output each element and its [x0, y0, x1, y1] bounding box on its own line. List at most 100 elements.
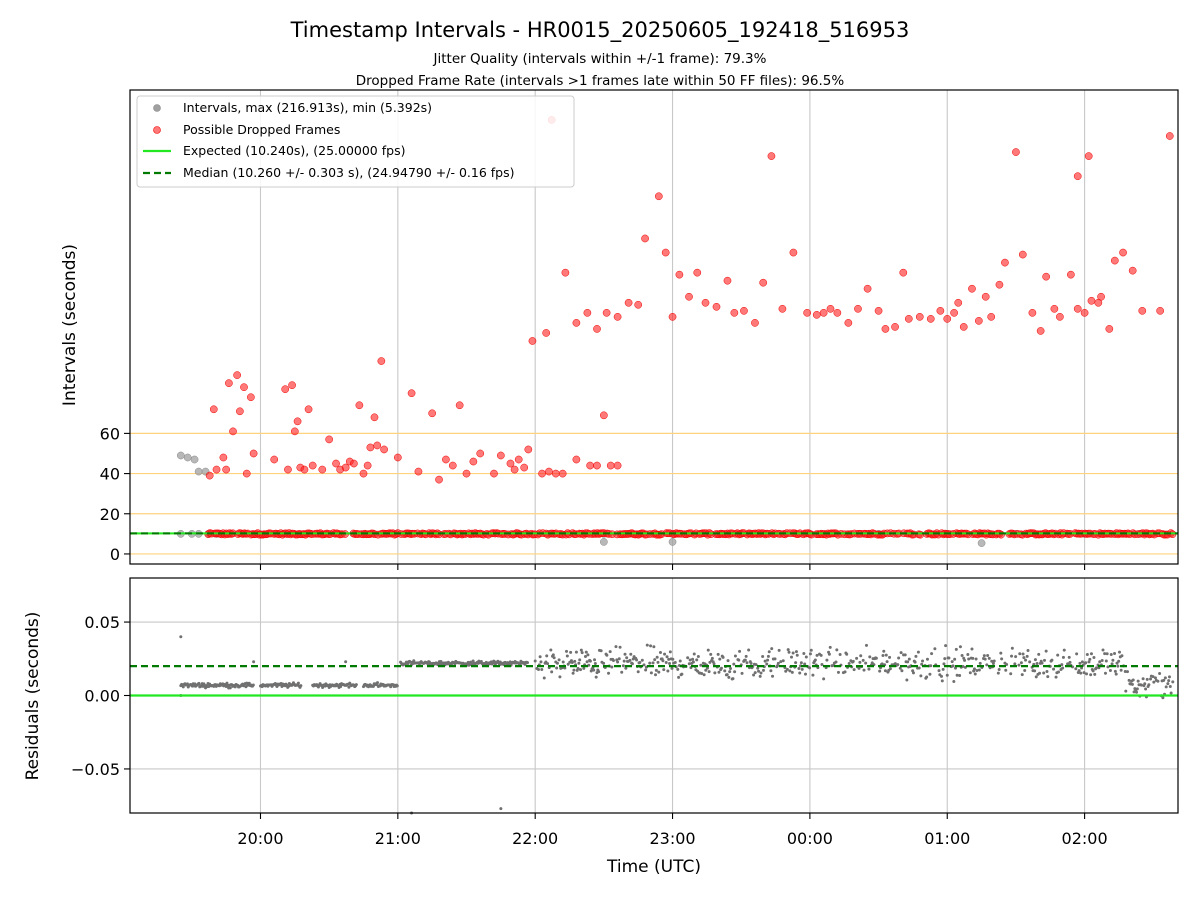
residual-point — [1093, 672, 1097, 676]
dropped-frame-point — [222, 465, 230, 474]
dropped-frame-point — [240, 383, 248, 392]
residual-point — [991, 662, 995, 666]
residual-point — [944, 644, 948, 648]
residual-point — [731, 677, 735, 681]
residual-point — [899, 651, 903, 655]
residual-point — [820, 663, 824, 667]
residual-point — [757, 669, 761, 673]
residual-point — [658, 650, 662, 654]
dropped-frame-point — [995, 280, 1004, 289]
residual-point — [1114, 672, 1118, 676]
residual-point — [955, 673, 959, 677]
residual-point — [1104, 659, 1108, 663]
residual-point — [395, 684, 399, 688]
dropped-frame-point — [341, 463, 350, 472]
residual-point — [692, 652, 696, 656]
residual-point — [916, 650, 920, 654]
legend-label-expected: Expected (10.240s), (25.00000 fps) — [183, 143, 405, 158]
residual-point — [819, 653, 823, 657]
intervals-y-tick-label-3: 60 — [100, 424, 120, 443]
residual-point — [566, 662, 570, 666]
residual-point — [1127, 678, 1131, 682]
dropped-frame-point — [497, 451, 505, 460]
residual-point — [648, 661, 652, 665]
dropped-frame-point — [833, 308, 842, 317]
residual-point — [954, 647, 958, 651]
residual-point — [838, 653, 842, 657]
residual-point — [761, 668, 765, 672]
dropped-frame-point — [308, 461, 317, 470]
residual-point — [733, 654, 737, 658]
dropped-frame-point — [1138, 306, 1147, 315]
residual-point — [911, 671, 915, 675]
dropped-frame-point — [1028, 308, 1037, 317]
residual-point — [499, 807, 503, 811]
residual-point — [550, 670, 554, 674]
dropped-frame-point — [812, 310, 821, 319]
dropped-frame-point — [602, 308, 611, 317]
dropped-frame-point — [712, 302, 721, 311]
residual-point — [1028, 660, 1032, 664]
residual-point — [767, 650, 771, 654]
residual-point — [1161, 696, 1165, 700]
residual-point — [745, 661, 749, 665]
residual-point — [645, 643, 649, 647]
dropped-frame-point — [826, 304, 835, 313]
dropped-frame-point — [1080, 308, 1089, 317]
residual-point — [605, 653, 609, 657]
residual-point — [617, 657, 621, 661]
interval-point — [194, 467, 203, 476]
dropped-frame-point — [1110, 256, 1119, 265]
residual-point — [857, 666, 861, 670]
residual-point — [917, 666, 921, 670]
residual-point — [990, 659, 994, 663]
residual-point — [525, 661, 529, 665]
dropped-frame-point — [469, 457, 478, 466]
residual-point — [978, 661, 982, 665]
residual-point — [827, 652, 831, 656]
residual-point — [652, 645, 656, 649]
residual-point — [992, 659, 996, 663]
residual-point — [1057, 670, 1061, 674]
dropped-frame-point — [355, 401, 364, 410]
dropped-frame-point — [613, 313, 622, 321]
residual-point — [983, 657, 987, 661]
dropped-frame-point — [593, 461, 601, 470]
residual-point — [712, 662, 716, 666]
residual-point — [1087, 660, 1091, 664]
residual-point — [825, 658, 829, 662]
dropped-frame-point — [891, 323, 899, 331]
residual-point — [729, 666, 733, 670]
residual-point — [1141, 677, 1145, 681]
residual-point — [709, 652, 713, 656]
residual-point — [1024, 658, 1028, 662]
residual-point — [197, 681, 201, 685]
residual-point — [945, 673, 949, 677]
residual-point — [905, 678, 909, 682]
residual-point — [671, 657, 675, 661]
residual-point — [593, 658, 597, 662]
residual-point — [836, 670, 840, 674]
residual-point — [785, 667, 789, 671]
residual-point — [747, 648, 751, 652]
residual-point — [1068, 660, 1072, 664]
dropped-frame-point — [558, 469, 567, 478]
residual-point — [1050, 658, 1054, 662]
residual-point — [884, 653, 888, 657]
residual-point — [579, 648, 583, 652]
dropped-frame-point — [1073, 304, 1082, 313]
residual-point — [623, 652, 627, 656]
dropped-frame-point — [370, 413, 379, 422]
dropped-frame-point — [304, 405, 313, 414]
residual-point — [719, 666, 723, 670]
residual-point — [299, 684, 303, 688]
residual-point — [225, 681, 229, 685]
dropped-frame-point — [524, 445, 533, 454]
dropped-frame-point — [1119, 248, 1127, 257]
residual-point — [1153, 676, 1157, 680]
residual-point — [1042, 658, 1046, 662]
residual-point — [602, 661, 606, 665]
residual-point — [1117, 659, 1121, 663]
residual-point — [587, 663, 591, 667]
residual-point — [727, 675, 731, 679]
